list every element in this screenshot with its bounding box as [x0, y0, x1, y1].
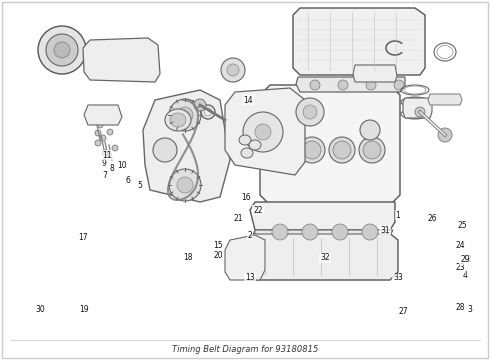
Ellipse shape — [249, 140, 261, 150]
Text: 30: 30 — [35, 306, 45, 315]
Circle shape — [303, 105, 317, 119]
Circle shape — [54, 42, 70, 58]
Ellipse shape — [170, 113, 186, 127]
Circle shape — [102, 150, 108, 156]
Text: 15: 15 — [213, 240, 223, 249]
Circle shape — [302, 224, 318, 240]
Polygon shape — [143, 90, 230, 202]
Circle shape — [333, 141, 351, 159]
Text: 8: 8 — [110, 163, 114, 172]
Circle shape — [177, 177, 193, 193]
Text: 21: 21 — [233, 213, 243, 222]
Circle shape — [329, 137, 355, 163]
Polygon shape — [225, 88, 305, 175]
Circle shape — [269, 137, 295, 163]
Text: 10: 10 — [117, 161, 127, 170]
Circle shape — [177, 107, 193, 123]
Circle shape — [95, 140, 101, 146]
Circle shape — [332, 224, 348, 240]
Circle shape — [243, 112, 283, 152]
Text: 24: 24 — [455, 240, 465, 249]
Circle shape — [359, 137, 385, 163]
Polygon shape — [248, 232, 398, 280]
Text: 11: 11 — [102, 150, 112, 159]
Ellipse shape — [241, 148, 253, 158]
Circle shape — [363, 141, 381, 159]
Text: 5: 5 — [138, 180, 143, 189]
Text: 29: 29 — [460, 256, 470, 265]
Text: 27: 27 — [398, 307, 408, 316]
Text: 2: 2 — [247, 230, 252, 239]
Text: 13: 13 — [245, 274, 255, 283]
Circle shape — [255, 124, 271, 140]
Circle shape — [362, 224, 378, 240]
Polygon shape — [403, 98, 432, 118]
Text: 26: 26 — [427, 213, 437, 222]
Circle shape — [38, 26, 86, 74]
Circle shape — [366, 80, 376, 90]
Text: 6: 6 — [125, 176, 130, 185]
Text: 14: 14 — [243, 95, 253, 104]
Circle shape — [394, 80, 404, 90]
Text: 25: 25 — [457, 220, 467, 230]
Circle shape — [107, 129, 113, 135]
Polygon shape — [84, 105, 122, 125]
Circle shape — [97, 122, 103, 128]
Text: 16: 16 — [241, 193, 251, 202]
Polygon shape — [428, 94, 462, 105]
Circle shape — [296, 98, 324, 126]
Text: 22: 22 — [253, 206, 263, 215]
Polygon shape — [353, 65, 397, 82]
Polygon shape — [225, 235, 265, 280]
Ellipse shape — [165, 109, 191, 131]
Circle shape — [112, 145, 118, 151]
Polygon shape — [260, 85, 400, 205]
Circle shape — [46, 34, 78, 66]
Text: 4: 4 — [463, 270, 467, 279]
Text: 28: 28 — [455, 303, 465, 312]
Text: 31: 31 — [380, 225, 390, 234]
Polygon shape — [296, 77, 405, 92]
Text: 33: 33 — [393, 274, 403, 283]
Circle shape — [310, 80, 320, 90]
Circle shape — [438, 128, 452, 142]
Polygon shape — [250, 202, 395, 230]
Text: 12: 12 — [462, 256, 472, 265]
Text: 3: 3 — [467, 306, 472, 315]
Circle shape — [194, 99, 206, 111]
Circle shape — [272, 224, 288, 240]
Text: 9: 9 — [101, 158, 106, 167]
Circle shape — [169, 99, 201, 131]
Circle shape — [338, 80, 348, 90]
Text: 32: 32 — [320, 253, 330, 262]
Text: 19: 19 — [79, 306, 89, 315]
Circle shape — [303, 141, 321, 159]
Circle shape — [100, 135, 106, 141]
Text: Timing Belt Diagram for 93180815: Timing Belt Diagram for 93180815 — [172, 346, 318, 355]
Circle shape — [169, 169, 201, 201]
Circle shape — [299, 137, 325, 163]
Text: 17: 17 — [78, 234, 88, 243]
Circle shape — [360, 120, 380, 140]
Polygon shape — [83, 38, 160, 82]
Text: 23: 23 — [455, 264, 465, 273]
Circle shape — [227, 64, 239, 76]
Text: 18: 18 — [183, 253, 193, 262]
Circle shape — [153, 138, 177, 162]
Text: 20: 20 — [213, 251, 223, 260]
Circle shape — [273, 141, 291, 159]
Circle shape — [221, 58, 245, 82]
Polygon shape — [254, 230, 393, 234]
Circle shape — [95, 130, 101, 136]
Text: 7: 7 — [102, 171, 107, 180]
Ellipse shape — [239, 135, 251, 145]
Polygon shape — [293, 8, 425, 75]
Text: 1: 1 — [395, 211, 400, 220]
Circle shape — [415, 107, 425, 117]
